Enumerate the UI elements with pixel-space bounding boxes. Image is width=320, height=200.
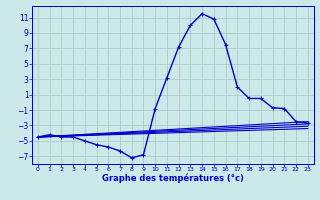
X-axis label: Graphe des températures (°c): Graphe des températures (°c) [102,174,244,183]
